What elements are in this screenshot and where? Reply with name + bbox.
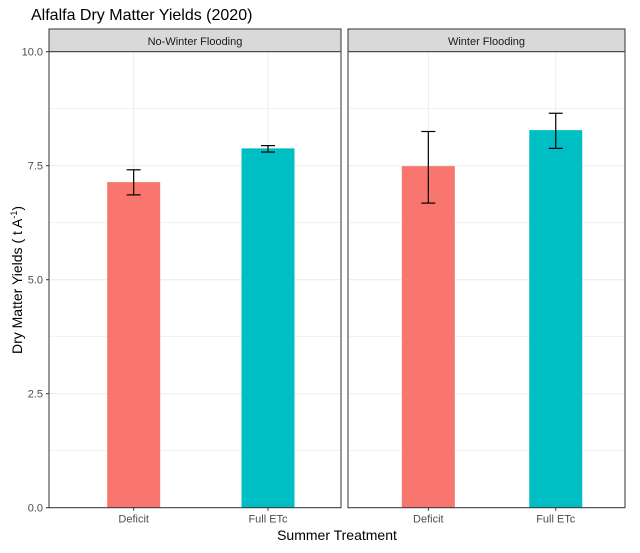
facet-label: No-Winter Flooding (148, 36, 243, 48)
y-tick-label: 2.5 (28, 389, 43, 401)
chart-title: Alfalfa Dry Matter Yields (2020) (31, 7, 252, 24)
y-tick-label: 0.0 (28, 503, 43, 515)
x-tick-label: Full ETc (248, 514, 288, 526)
bar (107, 182, 161, 508)
y-tick-label: 5.0 (28, 275, 43, 287)
bar (529, 130, 583, 508)
panel-border (347, 51, 626, 509)
bar (401, 166, 455, 508)
facet-label: Winter Flooding (448, 36, 525, 48)
x-tick-label: Deficit (413, 514, 444, 526)
x-tick-label: Deficit (118, 514, 149, 526)
y-tick-label: 10.0 (22, 47, 43, 59)
y-tick-label: 7.5 (28, 161, 43, 173)
x-tick-label: Full ETc (536, 514, 576, 526)
x-axis-title: Summer Treatment (277, 527, 397, 543)
bar (241, 148, 295, 508)
y-axis-title: Dry Matter Yields ( t A-1) (9, 206, 25, 354)
